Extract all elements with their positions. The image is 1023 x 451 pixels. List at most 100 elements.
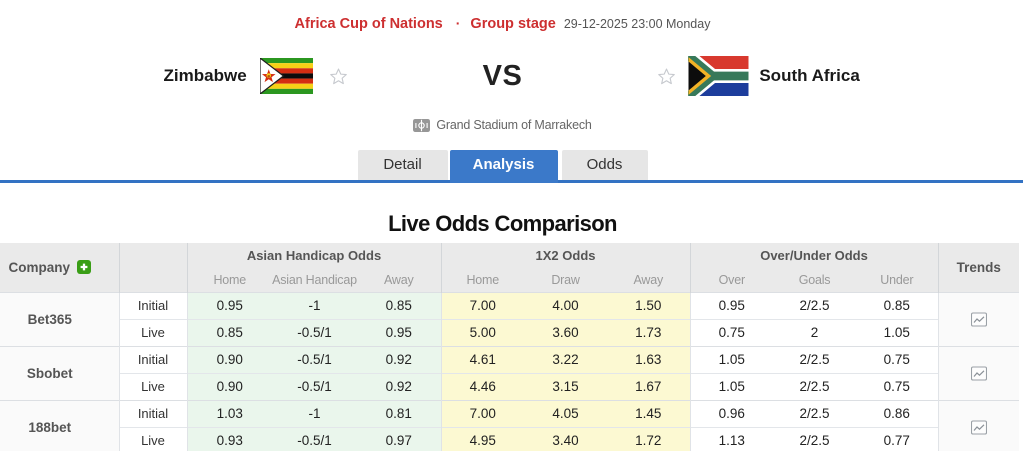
odds-value: 0.85: [856, 291, 939, 319]
away-team-name: South Africa: [759, 66, 860, 85]
1x2-away-subheader: Away: [607, 268, 691, 292]
odds-value: 1.72: [607, 426, 691, 451]
south-africa-flag-icon: [688, 56, 749, 96]
match-datetime: 29-12-2025 23:00 Monday: [563, 17, 711, 31]
table-row: Bet365 Initial 0.95 -1 0.85 7.00 4.00 1.…: [0, 291, 1020, 346]
odds-value: 1.05: [689, 345, 774, 373]
odds-value: 4.95: [440, 426, 524, 451]
line-type-label: Live: [118, 426, 187, 451]
table-row: Live 0.85 -0.5/1 0.95 5.00 3.60 1.73 0.7…: [0, 318, 1019, 346]
odds-value: 4.61: [440, 345, 524, 373]
1x2-group-header: 1X2 Odds: [440, 243, 691, 268]
odds-value: 0.85: [186, 318, 272, 346]
odds-value: 2/2.5: [773, 426, 857, 451]
tab-detail[interactable]: Detail: [357, 150, 448, 180]
trends-column-header: Trends: [937, 243, 1020, 292]
odds-value: -0.5/1: [272, 426, 357, 451]
tab-odds[interactable]: Odds: [561, 150, 648, 180]
odds-value: 0.92: [357, 372, 441, 400]
odds-value: 4.46: [440, 372, 524, 400]
away-favorite-star-icon[interactable]: [657, 67, 676, 86]
match-header-area: Africa Cup of Nations · Group stage 29-1…: [0, 0, 1023, 236]
venue-name: Grand Stadium of Marrakech: [436, 118, 592, 132]
line-type-label: Live: [118, 318, 187, 346]
trends-chart-icon[interactable]: [970, 420, 987, 435]
line-type-label: Initial: [118, 399, 187, 427]
odds-value: 5.00: [440, 318, 524, 346]
odds-value: 0.92: [357, 345, 441, 373]
table-row: Sbobet Initial 0.90 -0.5/1 0.92 4.61 3.2…: [0, 345, 1020, 400]
odds-value: 0.95: [186, 291, 272, 319]
trends-cell: [937, 291, 1020, 346]
competition-name: Africa Cup of Nations: [294, 16, 443, 32]
odds-value: 0.81: [357, 399, 441, 427]
away-team-block: South Africa: [657, 56, 1005, 96]
table-row: 188bet Initial 1.03 -1 0.81 7.00 4.05 1.…: [0, 399, 1020, 451]
odds-value: 0.75: [856, 372, 939, 400]
odds-value: 0.90: [186, 345, 272, 373]
home-team-name: Zimbabwe: [163, 66, 247, 85]
ou-under-subheader: Under: [856, 268, 939, 292]
ou-goals-subheader: Goals: [773, 268, 857, 292]
odds-value: 7.00: [440, 291, 524, 319]
ah-home-subheader: Home: [186, 268, 272, 292]
odds-value: 0.95: [357, 318, 441, 346]
odds-value: 0.75: [689, 318, 774, 346]
trends-chart-icon[interactable]: [970, 366, 987, 381]
line-type-label: Initial: [118, 345, 187, 373]
live-odds-table: Company Asian Handicap Odds 1X2 Odds Ove…: [0, 243, 1020, 451]
odds-value: 0.96: [689, 399, 774, 427]
company-name: Sbobet: [0, 345, 119, 400]
odds-value: 0.97: [357, 426, 441, 451]
company-name: 188bet: [0, 399, 119, 451]
odds-value: 0.77: [856, 426, 939, 451]
odds-value: 1.05: [689, 372, 774, 400]
league-bar: Africa Cup of Nations · Group stage 29-1…: [0, 0, 1005, 33]
odds-value: 0.90: [186, 372, 272, 400]
odds-value: 1.05: [856, 318, 939, 346]
odds-value: 2/2.5: [773, 291, 857, 319]
odds-value: 2/2.5: [773, 345, 857, 373]
section-title: Live Odds Comparison: [388, 211, 617, 236]
asian-handicap-group-header: Asian Handicap Odds: [186, 243, 441, 268]
line-type-label: Initial: [118, 291, 187, 319]
odds-value: 0.85: [357, 291, 441, 319]
ou-over-subheader: Over: [689, 268, 774, 292]
home-favorite-star-icon[interactable]: [329, 67, 348, 86]
odds-value: -0.5/1: [272, 345, 357, 373]
odds-value: 2/2.5: [773, 372, 857, 400]
line-type-column-header: [118, 243, 187, 292]
dot-separator: ·: [455, 15, 461, 31]
odds-value: 3.22: [524, 345, 607, 373]
venue-line: Grand Stadium of Marrakech: [0, 116, 1005, 134]
add-company-button[interactable]: [77, 260, 91, 275]
odds-value: 3.60: [524, 318, 607, 346]
ah-handicap-subheader: Asian Handicap: [272, 268, 357, 292]
tabs-bar: Detail Analysis Odds: [0, 150, 1023, 183]
odds-value: 0.95: [689, 291, 774, 319]
stage-label: Group stage: [470, 16, 556, 32]
odds-value: 1.50: [607, 291, 691, 319]
odds-value: -1: [272, 399, 357, 427]
odds-value: 0.86: [856, 399, 939, 427]
odds-value: 3.40: [524, 426, 607, 451]
table-row: Live 0.90 -0.5/1 0.92 4.46 3.15 1.67 1.0…: [0, 372, 1019, 400]
trends-cell: [937, 345, 1020, 400]
1x2-home-subheader: Home: [440, 268, 524, 292]
teams-row: Zimbabwe VS: [0, 56, 1005, 96]
odds-value: 2: [773, 318, 857, 346]
trends-chart-icon[interactable]: [970, 312, 987, 327]
line-type-label: Live: [118, 372, 187, 400]
trends-cell: [937, 399, 1020, 451]
home-team-block: Zimbabwe: [0, 58, 348, 94]
odds-value: 3.15: [524, 372, 607, 400]
odds-value: -0.5/1: [272, 372, 357, 400]
odds-value: 1.63: [607, 345, 691, 373]
odds-value: 1.13: [689, 426, 774, 451]
odds-value: 0.75: [856, 345, 939, 373]
odds-value: 7.00: [440, 399, 524, 427]
odds-value: 4.05: [524, 399, 607, 427]
odds-value: 0.93: [186, 426, 272, 451]
tab-analysis[interactable]: Analysis: [449, 150, 558, 183]
